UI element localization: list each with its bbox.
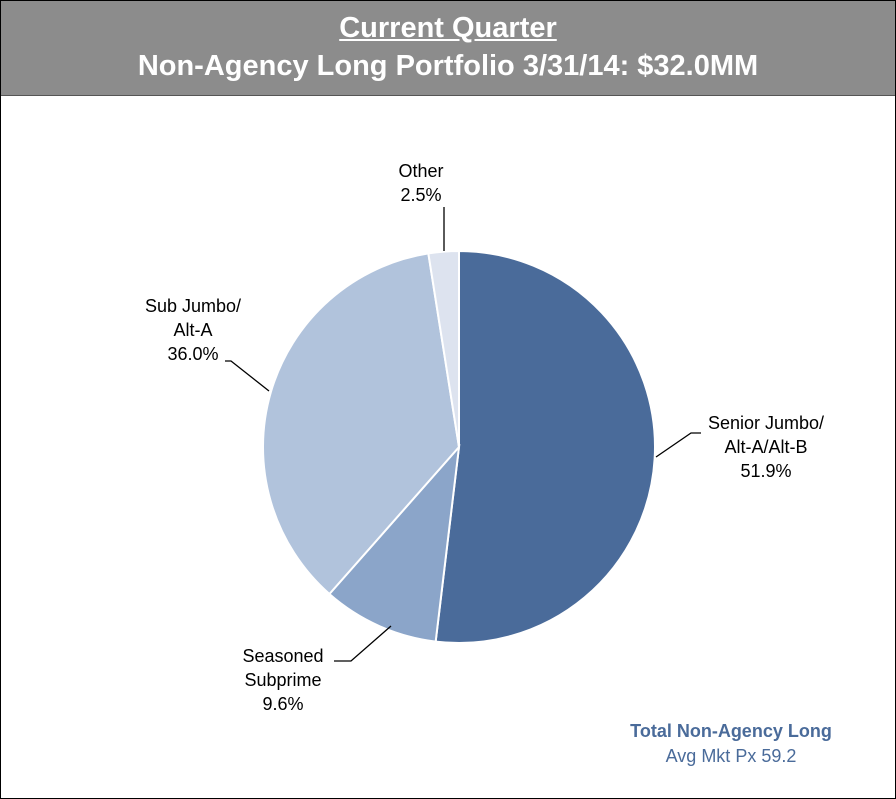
value-label: 2.5% <box>400 185 442 205</box>
pie-slice <box>262 252 461 596</box>
annotation: Avg Mkt Px 59.2 <box>665 746 797 766</box>
slice-label: Seasoned Subprime 9.6% <box>242 644 323 716</box>
header: Current Quarter Non-Agency Long Portfoli… <box>1 1 895 96</box>
value-label: 9.6% <box>262 694 304 714</box>
leader-line <box>225 360 270 392</box>
value-label: 36.0% <box>167 344 219 364</box>
leader-line <box>334 625 392 662</box>
category-label: Other <box>398 161 444 181</box>
slice-label: Sub Jumbo/ Alt-A 36.0% <box>145 294 241 366</box>
category-label: Sub Jumbo/ Alt-A <box>144 296 242 340</box>
chart-title: Current Quarter <box>339 12 557 44</box>
pie-slice <box>327 443 461 643</box>
pie-slice <box>427 249 460 448</box>
pie-slice <box>434 249 656 644</box>
category-label: Senior Jumbo/ Alt-A/Alt-B <box>707 413 825 457</box>
chart-subtitle: Non-Agency Long Portfolio 3/31/14: $32.0… <box>137 50 759 82</box>
annotation-box: Total Non-Agency Long Avg Mkt Px 59.2 <box>601 719 861 769</box>
slice-label: Senior Jumbo/ Alt-A/Alt-B 51.9% <box>708 411 824 483</box>
category-label: Seasoned Subprime <box>242 646 324 690</box>
value-label: 51.9% <box>740 461 792 481</box>
annotation: Total Non-Agency Long <box>630 721 832 741</box>
slice-label: Other 2.5% <box>398 159 443 207</box>
leader-line <box>655 432 701 458</box>
